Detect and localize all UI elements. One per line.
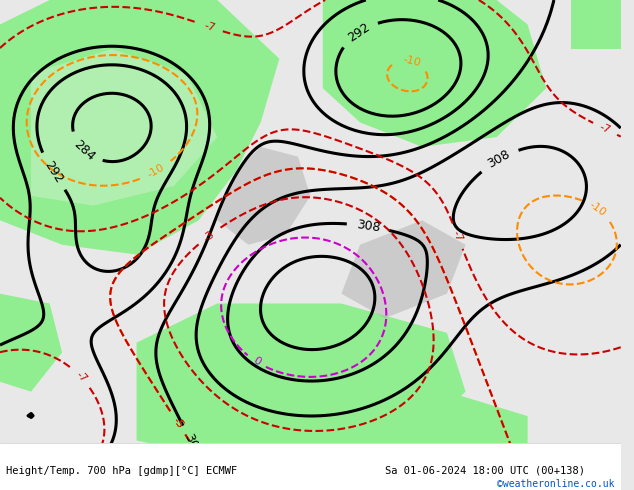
Text: -5: -5 xyxy=(171,416,185,430)
Text: -7: -7 xyxy=(204,21,217,33)
Text: 0: 0 xyxy=(251,356,262,368)
Text: 300: 300 xyxy=(181,432,204,459)
Text: -5: -5 xyxy=(171,416,185,430)
Text: -10: -10 xyxy=(146,163,166,180)
Text: 292: 292 xyxy=(346,21,372,45)
Text: -7: -7 xyxy=(451,229,464,243)
Text: 308: 308 xyxy=(486,148,513,171)
Text: -7: -7 xyxy=(74,370,89,385)
Text: -3: -3 xyxy=(202,229,216,243)
Text: Height/Temp. 700 hPa [gdmp][°C] ECMWF: Height/Temp. 700 hPa [gdmp][°C] ECMWF xyxy=(6,466,238,476)
Text: 292: 292 xyxy=(41,158,65,185)
Text: -10: -10 xyxy=(587,200,607,219)
Text: ©weatheronline.co.uk: ©weatheronline.co.uk xyxy=(497,479,614,489)
Text: Sa 01-06-2024 18:00 UTC (00+138): Sa 01-06-2024 18:00 UTC (00+138) xyxy=(385,466,585,476)
Text: -7: -7 xyxy=(598,122,612,136)
Text: -10: -10 xyxy=(402,54,422,68)
Bar xyxy=(0,443,621,490)
Text: 308: 308 xyxy=(355,218,381,235)
Text: 284: 284 xyxy=(71,137,97,163)
